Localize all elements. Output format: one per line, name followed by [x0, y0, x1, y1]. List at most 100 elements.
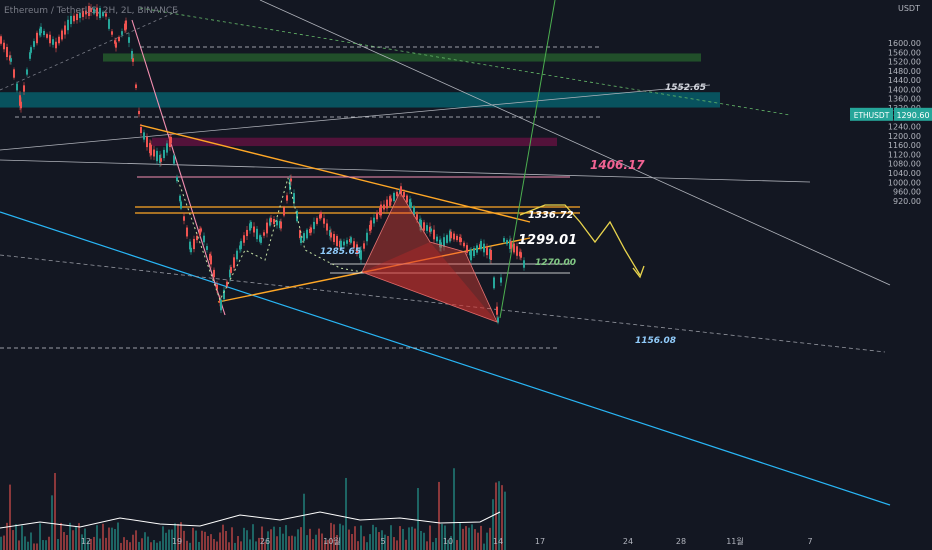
candle: [236, 250, 238, 260]
candle: [483, 243, 485, 253]
candle: [58, 36, 60, 44]
y-tick-label: 1080.00: [888, 160, 921, 169]
volume-bar: [360, 525, 362, 550]
currency-label: USDT: [898, 4, 920, 13]
candle: [406, 195, 408, 203]
y-tick-label: 1400.00: [888, 85, 921, 94]
candle: [93, 8, 95, 14]
candle: [19, 95, 21, 106]
volume-bar: [3, 535, 5, 550]
volume-bar: [78, 523, 80, 550]
candle: [300, 237, 302, 243]
candle: [520, 252, 522, 258]
volume-bar: [174, 523, 176, 550]
volume-bar: [309, 528, 311, 550]
volume-bar: [351, 533, 353, 550]
volume-bar: [114, 529, 116, 550]
volume-bar: [480, 525, 482, 550]
y-tick-label: 1440.00: [888, 76, 921, 85]
volume-bar: [315, 534, 317, 550]
candle: [79, 12, 81, 19]
volume-bar: [495, 482, 497, 550]
symbol-tag: [850, 107, 893, 121]
candle: [299, 230, 301, 238]
candle: [189, 241, 191, 250]
volume-bar: [468, 527, 470, 550]
candle: [90, 7, 92, 13]
symbol-header: Ethereum / TetherUS, 2H, 2L, BINANCE: [4, 6, 178, 16]
volume-bar: [276, 536, 278, 550]
volume-bar: [102, 523, 104, 550]
candle: [276, 220, 278, 226]
candle: [463, 242, 465, 247]
volume-bar: [111, 527, 113, 550]
candle: [173, 155, 175, 164]
candle: [0, 36, 2, 44]
volume-bar: [294, 536, 296, 550]
volume-bar: [129, 542, 131, 550]
candle: [353, 241, 355, 248]
volume-bar: [201, 530, 203, 550]
volume-bar: [48, 536, 50, 550]
trend-line: [259, 0, 891, 286]
volume-bar: [183, 530, 185, 550]
candle: [30, 47, 32, 53]
volume-bar: [357, 541, 359, 550]
x-tick-label: 14: [493, 537, 503, 546]
y-tick-label: 1240.00: [888, 123, 921, 132]
candle: [138, 110, 140, 115]
candle: [486, 246, 488, 256]
y-tick-label: 1160.00: [888, 141, 921, 150]
volume-bar: [231, 527, 233, 550]
x-tick-label: 10: [443, 537, 453, 546]
candles-layer: [0, 2, 525, 325]
volume-bar: [240, 541, 242, 550]
candle: [67, 19, 69, 31]
volume-bar: [501, 485, 503, 550]
candle: [13, 69, 15, 78]
candle: [229, 269, 231, 278]
volume-bar: [285, 525, 287, 550]
candle: [121, 31, 123, 35]
volume-bar: [12, 530, 14, 550]
volume-bar: [126, 539, 128, 550]
candle: [3, 42, 5, 50]
volume-bar: [66, 535, 68, 550]
volume-bar: [93, 536, 95, 550]
volume-bar: [354, 526, 356, 550]
volume-bar: [414, 528, 416, 550]
volume-bar: [339, 523, 341, 550]
volume-bar: [345, 477, 347, 550]
volume-bar: [252, 524, 254, 550]
candle: [273, 219, 275, 224]
volume-bar: [270, 529, 272, 550]
candle: [220, 299, 222, 311]
volume-bar: [483, 543, 485, 550]
candle: [430, 228, 432, 232]
projection-line: [499, 0, 556, 319]
volume-bar: [123, 537, 125, 550]
candle: [16, 83, 18, 91]
candle: [410, 202, 412, 208]
level-label: 1552.65: [665, 83, 706, 93]
candle: [226, 281, 228, 287]
candle: [210, 255, 212, 265]
volume-bar: [207, 536, 209, 550]
volume-bar: [477, 532, 479, 550]
volume-bar: [303, 493, 305, 550]
volume-bar: [99, 538, 101, 550]
candle: [390, 198, 392, 202]
volume-bar: [333, 524, 335, 550]
candle: [223, 289, 225, 300]
volume-bar: [69, 522, 71, 550]
y-tick-label: 1480.00: [888, 67, 921, 76]
volume-bar: [36, 543, 38, 550]
y-tick-label: 1120.00: [888, 150, 921, 159]
volume-bar: [54, 473, 56, 550]
y-tick-label: 1000.00: [888, 178, 921, 187]
volume-bar: [453, 468, 455, 550]
candle: [420, 219, 422, 231]
volume-bar: [462, 528, 464, 550]
